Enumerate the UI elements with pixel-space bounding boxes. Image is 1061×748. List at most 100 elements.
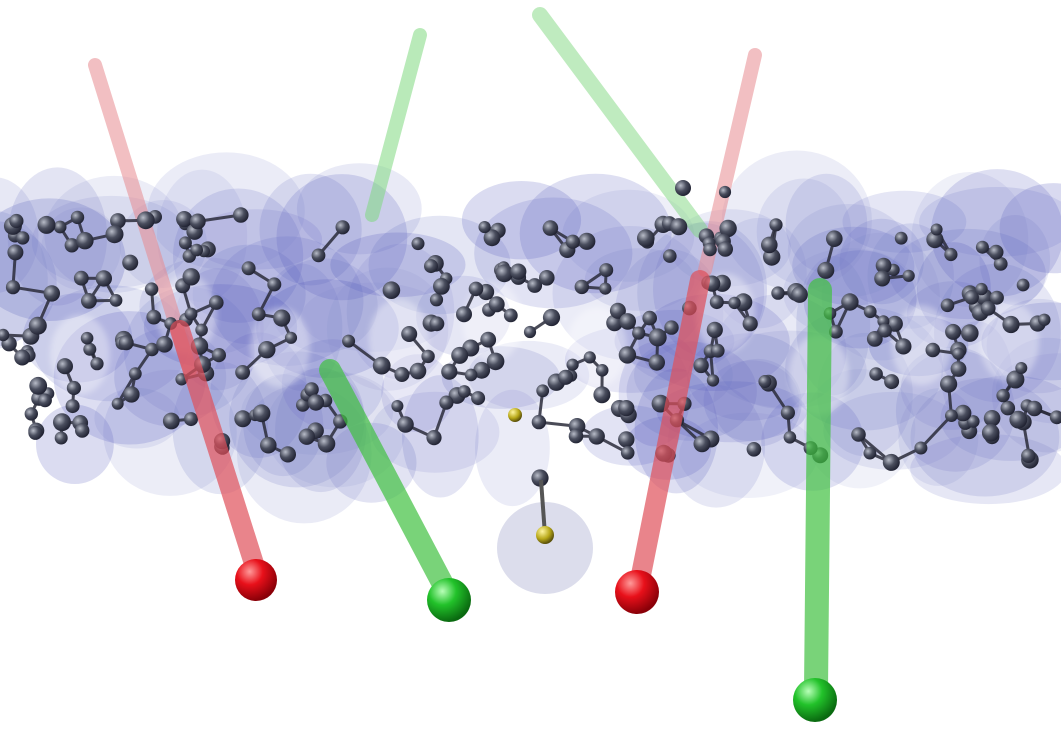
atom	[410, 363, 427, 380]
atom	[707, 322, 723, 338]
atom	[260, 437, 277, 454]
atom	[38, 216, 56, 234]
atom	[123, 386, 139, 402]
atom	[179, 236, 192, 249]
atom	[394, 367, 409, 382]
atom	[336, 220, 350, 234]
atom	[569, 429, 584, 444]
molecule-render	[0, 0, 1061, 748]
atom	[945, 409, 958, 422]
atom	[53, 413, 71, 431]
atom	[989, 245, 1004, 260]
atom	[649, 354, 665, 370]
atom	[424, 259, 438, 273]
atom	[479, 221, 491, 233]
atom	[242, 261, 256, 275]
atom	[895, 232, 908, 245]
atom	[895, 338, 911, 354]
atom	[584, 351, 596, 363]
atom	[599, 263, 613, 277]
atom	[83, 343, 96, 356]
atom	[593, 386, 610, 403]
atom	[280, 446, 296, 462]
atom	[817, 262, 834, 279]
atom	[119, 335, 134, 350]
atom	[209, 295, 224, 310]
atom	[719, 186, 731, 198]
atom	[137, 211, 155, 229]
atom	[29, 377, 47, 395]
atom	[711, 344, 725, 358]
atom	[456, 306, 472, 322]
atom	[234, 410, 251, 427]
atom	[532, 415, 546, 429]
atom	[621, 446, 635, 460]
atom	[81, 332, 94, 345]
atom	[163, 413, 180, 430]
atom	[952, 347, 964, 359]
atom	[884, 374, 899, 389]
atom	[156, 336, 173, 353]
atom	[430, 316, 445, 331]
atom	[675, 180, 691, 196]
atom	[984, 410, 1001, 427]
atom	[190, 244, 203, 257]
red-sphere	[235, 559, 277, 601]
atom	[430, 293, 443, 306]
atom	[883, 454, 900, 471]
atom	[235, 365, 250, 380]
atom	[342, 335, 355, 348]
atom	[931, 224, 943, 236]
atom	[510, 264, 526, 280]
atom	[451, 347, 468, 364]
atom	[397, 416, 414, 433]
atom	[1021, 449, 1035, 463]
atom	[619, 313, 636, 330]
atom	[791, 286, 808, 303]
atom	[694, 435, 711, 452]
atom	[75, 423, 89, 437]
atom	[308, 394, 324, 410]
atom	[975, 283, 987, 295]
atom	[253, 404, 271, 422]
atom	[758, 375, 771, 388]
atom	[471, 391, 485, 405]
atom	[864, 447, 877, 460]
atom	[599, 283, 611, 295]
atom	[458, 385, 471, 398]
atom	[439, 396, 453, 410]
atom	[318, 435, 336, 453]
atom	[1001, 401, 1016, 416]
atom	[944, 248, 957, 261]
atom	[76, 232, 93, 249]
atom	[146, 310, 161, 325]
atom	[57, 358, 73, 374]
atom	[383, 281, 401, 299]
atom	[441, 364, 457, 380]
atom	[373, 357, 391, 375]
green-sphere	[793, 678, 837, 722]
atom	[539, 270, 555, 286]
atom	[670, 218, 687, 235]
atom	[663, 249, 677, 263]
atom	[190, 214, 206, 230]
atom	[940, 376, 957, 393]
atom	[122, 255, 138, 271]
atom	[252, 307, 266, 321]
atom	[55, 432, 68, 445]
atom	[312, 249, 326, 263]
atom	[945, 324, 961, 340]
atom	[421, 350, 434, 363]
atom	[110, 294, 123, 307]
atom	[38, 394, 52, 408]
atom	[185, 308, 198, 321]
atom	[878, 324, 892, 338]
atom	[273, 310, 290, 327]
atom	[391, 400, 403, 412]
atom	[703, 243, 717, 257]
atom	[412, 237, 425, 250]
atom	[112, 398, 124, 410]
atom	[44, 285, 60, 301]
atom	[743, 316, 758, 331]
atom	[145, 282, 158, 295]
